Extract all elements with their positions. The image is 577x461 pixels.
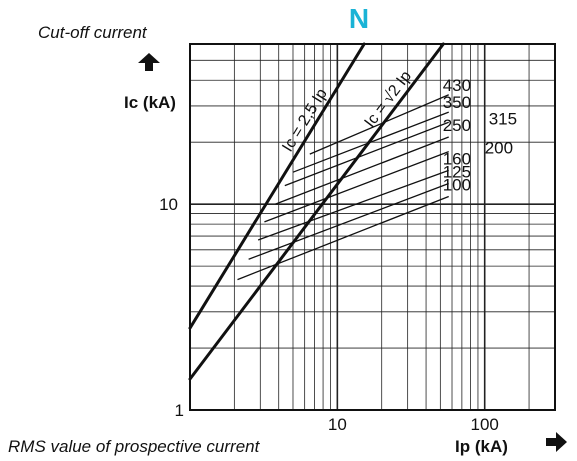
series-line-160: [257, 169, 449, 241]
series-label-100: 100: [443, 175, 471, 194]
x-tick-label-10: 10: [328, 415, 347, 434]
series-line-250: [275, 136, 449, 205]
reference-line-1: [188, 42, 445, 381]
reference-label-sqrt2: Ic = √2 Ip: [362, 68, 416, 131]
chart-curves: [188, 42, 449, 381]
top-note: Cut-off current: [38, 23, 148, 42]
reference-line-0: [188, 42, 366, 330]
series-label-160: 160: [443, 149, 471, 168]
series-label-125: 125: [443, 163, 471, 182]
series-label-315: 315: [489, 109, 517, 128]
series-line-350: [292, 111, 449, 173]
y-tick-label-1: 1: [175, 401, 184, 420]
x-axis-label: Ip (kA): [455, 437, 508, 456]
series-labels: 430 350 315 250 200 160 125 100: [443, 76, 517, 195]
series-line-125: [248, 182, 449, 260]
series-letter: N: [349, 3, 369, 34]
series-label-200: 200: [485, 139, 513, 158]
series-line-200: [264, 151, 449, 223]
y-tick-label-10: 10: [159, 195, 178, 214]
series-label-250: 250: [443, 116, 471, 135]
series-label-350: 350: [443, 93, 471, 112]
tick-labels: 10 100 1 10: [159, 195, 499, 434]
series-line-315: [284, 121, 449, 187]
bottom-note: RMS value of prospective current: [8, 437, 261, 456]
plot-frame: [189, 43, 556, 411]
right-arrow-icon: [546, 432, 567, 452]
series-line-100: [237, 195, 449, 281]
y-axis-label: Ic (kA): [124, 93, 176, 112]
x-tick-label-100: 100: [471, 415, 499, 434]
series-line-430: [309, 94, 449, 155]
up-arrow-icon: [138, 53, 160, 71]
series-label-430: 430: [443, 76, 471, 95]
